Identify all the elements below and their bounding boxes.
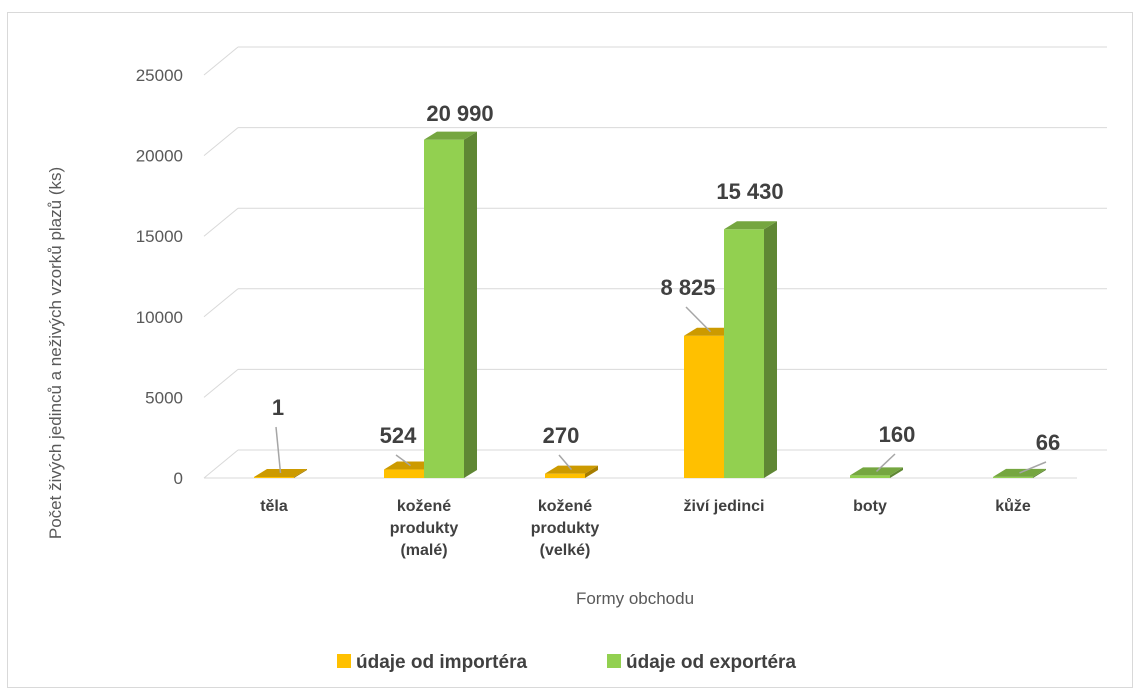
category-label: kožené produkty (velké): [531, 498, 600, 559]
data-label-leader: [875, 453, 896, 472]
data-label-leader: [395, 454, 411, 467]
bar-exporter: [850, 467, 903, 478]
legend-swatch-importer: [337, 654, 351, 668]
data-label-leader: [1019, 461, 1047, 474]
bar-exporter: [724, 221, 777, 478]
bar-front: [545, 473, 585, 478]
data-label: 66: [1036, 430, 1060, 455]
legend-swatch-exporter: [607, 654, 621, 668]
category-label: těla: [260, 498, 288, 515]
bar-front: [993, 476, 1033, 478]
bar-side: [294, 469, 307, 478]
bar-front: [724, 229, 764, 478]
bar-side: [585, 465, 598, 478]
bar-exporter: [993, 468, 1046, 478]
bar-side: [764, 221, 777, 478]
bar-front: [384, 469, 424, 478]
data-label: 1: [272, 395, 284, 420]
gridline-diagonal: [203, 207, 239, 237]
bar-top: [424, 131, 477, 140]
data-label-leader: [275, 426, 282, 474]
gridlines: [203, 46, 1107, 479]
bar-side: [890, 467, 903, 478]
y-tick-label: 10000: [136, 308, 183, 327]
bar-side: [1033, 468, 1046, 478]
data-label: 15 430: [716, 179, 783, 204]
bar-front: [424, 139, 464, 478]
category-label: kožené produkty (malé): [390, 498, 459, 559]
bar-chart: 0 5000 10000 15000 20000 25000 1 524 20 990 270 8…: [46, 46, 1107, 673]
data-label-leader: [685, 306, 712, 333]
y-axis-ticks: 0 5000 10000 15000 20000 25000: [136, 66, 183, 488]
gridline-diagonal: [203, 449, 239, 479]
category-label: boty: [853, 498, 887, 515]
data-label: 8 825: [660, 275, 715, 300]
category-label: kůže: [995, 498, 1031, 515]
gridline-diagonal: [203, 369, 239, 398]
data-label: 524: [380, 423, 417, 448]
y-tick-label: 20000: [136, 147, 183, 166]
label-leaders: [275, 306, 1047, 474]
data-label: 20 990: [426, 101, 493, 126]
bar-side: [464, 131, 477, 478]
data-label: 270: [543, 423, 580, 448]
data-labels: 1 524 20 990 270 8 825 15 430 160 66: [272, 101, 1060, 455]
y-axis-title: Počet živých jedinců a neživých vzorků p…: [46, 167, 65, 539]
data-label-leader: [558, 454, 573, 471]
y-tick-label: 15000: [136, 227, 183, 246]
x-axis-categories: těla kožené produkty (malé) kožené produkty (v…: [260, 498, 1031, 559]
bar-front: [850, 475, 890, 478]
y-tick-label: 0: [174, 469, 183, 488]
bar-exporter: [424, 131, 477, 478]
gridline-diagonal: [203, 127, 239, 156]
data-label: 160: [879, 422, 916, 447]
bar-front: [684, 335, 724, 478]
y-tick-label: 5000: [145, 388, 183, 407]
legend: údaje od importéra údaje od exportéra: [337, 652, 796, 673]
legend-label-exporter: údaje od exportéra: [626, 652, 796, 673]
bar-top: [724, 221, 777, 230]
bar-importer: [545, 465, 598, 478]
bar-front: [254, 477, 294, 478]
gridline-diagonal: [203, 46, 239, 76]
y-tick-label: 25000: [136, 66, 183, 85]
gridline-diagonal: [203, 288, 239, 318]
chart-frame: 0 5000 10000 15000 20000 25000 1 524 20 990 270 8…: [7, 12, 1133, 688]
x-axis-title: Formy obchodu: [576, 589, 694, 608]
category-label: živí jedinci: [684, 498, 765, 515]
bars: [254, 131, 1046, 478]
legend-label-importer: údaje od importéra: [356, 652, 527, 673]
